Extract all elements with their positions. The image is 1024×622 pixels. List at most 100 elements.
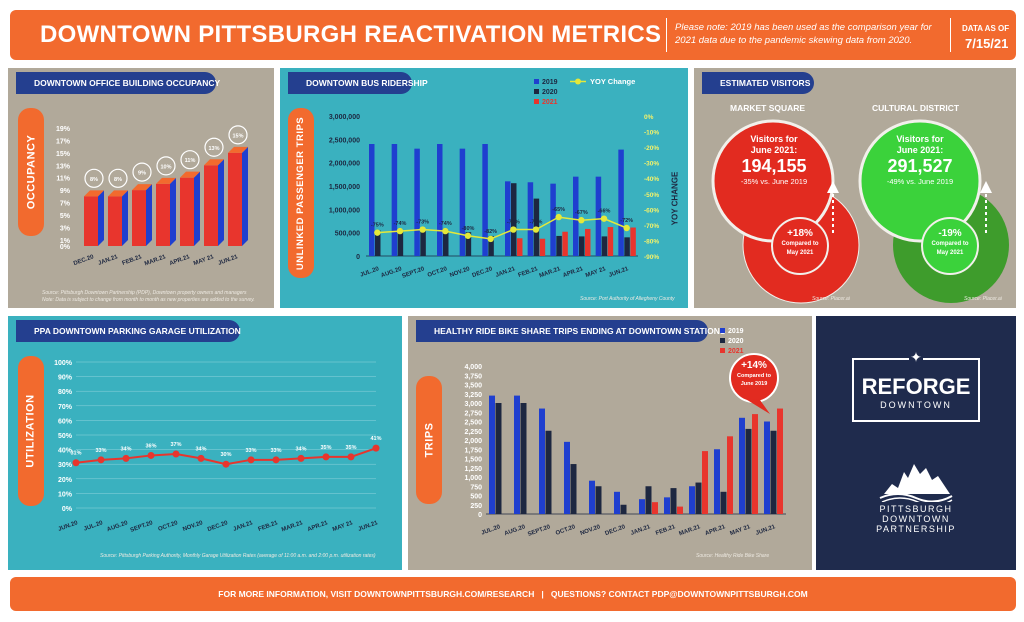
parking-point bbox=[272, 456, 280, 464]
bus-source: Source: Port Authority of Allegheny Coun… bbox=[580, 296, 675, 302]
bus-bar-2020 bbox=[624, 237, 630, 256]
bus-y2tick: -40% bbox=[644, 176, 659, 183]
bike-ytick: 500 bbox=[470, 494, 482, 501]
parking-xtick: MAR.21 bbox=[281, 520, 304, 533]
parking-data-label: 33% bbox=[95, 448, 106, 454]
office-bar-top bbox=[84, 190, 104, 197]
bus-bar-2019 bbox=[595, 176, 602, 256]
bike-bar-2019 bbox=[564, 441, 570, 514]
parking-xtick: MAY 21 bbox=[332, 520, 354, 533]
bus-bar-2020 bbox=[579, 236, 585, 256]
bike-ytick: 1,500 bbox=[464, 457, 482, 464]
office-bar-side bbox=[194, 171, 200, 246]
parking-utilization-title: PPA DOWNTOWN PARKING GARAGE UTILIZATION bbox=[16, 320, 241, 342]
bus-legend-yoy-label: YOY Change bbox=[590, 77, 635, 86]
bike-ytick: 250 bbox=[470, 503, 482, 510]
office-label-ring bbox=[156, 156, 176, 176]
bus-xtick: MAY 21 bbox=[585, 266, 607, 279]
bus-y2tick: -90% bbox=[644, 254, 659, 261]
bike-share-chart: 0 250 500 750 1,000 1,250 1,500 1,750 2,000 2,250… bbox=[464, 328, 786, 538]
bike-bar-2019 bbox=[689, 486, 695, 514]
bus-yoy-label: -73% bbox=[507, 220, 520, 226]
bus-bar-2020 bbox=[488, 235, 494, 256]
data-as-of-date: 7/15/21 bbox=[965, 36, 1009, 51]
bike-bar-2019 bbox=[614, 491, 620, 514]
bike-xtick: MAR.21 bbox=[678, 524, 701, 537]
bus-y2tick: 0% bbox=[644, 114, 654, 121]
office-data-label: 8% bbox=[114, 177, 122, 183]
market-square-change: +18% Compared to May 2021 bbox=[781, 228, 819, 256]
utilization-axis-label: UTILIZATION bbox=[18, 356, 44, 506]
bus-bar-2020 bbox=[465, 232, 472, 256]
bus-yoy-point bbox=[419, 226, 426, 233]
bike-xtick: MAY 21 bbox=[729, 524, 751, 537]
parking-point bbox=[347, 453, 355, 461]
bus-yoy-label: -82% bbox=[484, 229, 497, 235]
bike-bar-2019 bbox=[489, 395, 495, 514]
bus-xtick: DEC.20 bbox=[472, 266, 494, 279]
office-label-ring bbox=[204, 137, 224, 157]
bus-yoy-point bbox=[578, 217, 585, 224]
bike-xtick: NOV.20 bbox=[580, 524, 602, 537]
bus-xtick: AUG.20 bbox=[380, 266, 403, 279]
parking-source: Source: Pittsburgh Parking Authority, Mo… bbox=[100, 553, 376, 559]
office-bar bbox=[108, 196, 122, 246]
office-bar bbox=[180, 177, 194, 246]
bike-legend-swatch bbox=[720, 328, 725, 333]
office-occupancy-panel: DOWNTOWN OFFICE BUILDING OCCUPANCY OCCUP… bbox=[8, 68, 274, 308]
parking-ytick: 60% bbox=[58, 418, 73, 425]
office-xtick: MAY 21 bbox=[193, 254, 215, 267]
bike-bar-2020 bbox=[520, 403, 527, 514]
brand-panel: ✦ REFORGE DOWNTOWN PITTSBURGH DOWNTOWN P… bbox=[816, 316, 1016, 570]
office-data-label: 11% bbox=[185, 158, 196, 164]
market-square-source: Source: Placer.ai bbox=[812, 296, 850, 302]
office-xtick: JAN.21 bbox=[98, 254, 120, 267]
cultural-district-label: CULTURAL DISTRICT bbox=[872, 103, 960, 113]
office-ytick: 7% bbox=[60, 201, 71, 208]
office-ytick: 19% bbox=[56, 126, 71, 133]
bus-bar-2021 bbox=[539, 238, 546, 256]
parking-point bbox=[97, 456, 105, 464]
parking-data-label: 35% bbox=[345, 445, 356, 451]
bus-yoy-point bbox=[487, 235, 494, 243]
office-occupancy-chart: 0%1% 3% 5% 7% 9% 11% 13% 15% 17% 19% 8% DEC.20 8% JAN… bbox=[56, 125, 248, 267]
bus-legend-swatch bbox=[534, 89, 539, 94]
office-bar-side bbox=[146, 184, 152, 246]
estimated-visitors-title: ESTIMATED VISITORS bbox=[702, 72, 814, 94]
office-xtick: DEC.20 bbox=[73, 254, 95, 267]
bus-ytick: 3,000,000 bbox=[329, 114, 360, 121]
occupancy-axis-label: OCCUPANCY bbox=[18, 108, 44, 236]
bus-yoy-label: -67% bbox=[575, 210, 588, 216]
bus-ytick: 2,500,000 bbox=[329, 137, 360, 144]
bus-y2tick: -60% bbox=[644, 207, 659, 214]
bike-xtick: JAN.21 bbox=[630, 524, 652, 537]
office-ytick: 3% bbox=[60, 225, 71, 232]
bus-bar-2020 bbox=[443, 229, 449, 256]
comparison-note: Please note: 2019 has been used as the c… bbox=[675, 22, 932, 46]
bus-yoy-label: -74% bbox=[439, 221, 452, 227]
office-bar bbox=[204, 165, 218, 246]
parking-point bbox=[72, 459, 80, 467]
bike-bar-2021 bbox=[727, 436, 733, 514]
parking-utilization-panel: PPA DOWNTOWN PARKING GARAGE UTILIZATION … bbox=[8, 316, 402, 570]
bus-bar-2021 bbox=[630, 227, 636, 256]
bike-bar-2019 bbox=[764, 421, 770, 514]
parking-ytick: 10% bbox=[58, 491, 73, 498]
parking-point bbox=[222, 460, 230, 468]
bus-xtick: OCT.20 bbox=[427, 266, 449, 279]
parking-data-label: 34% bbox=[195, 446, 206, 452]
parking-point bbox=[147, 451, 155, 459]
bike-bar-2019 bbox=[514, 395, 520, 514]
bike-ytick: 2,250 bbox=[464, 429, 482, 436]
parking-point bbox=[322, 453, 330, 461]
bike-xtick: FEB.21 bbox=[655, 524, 677, 537]
parking-ytick: 90% bbox=[58, 375, 73, 382]
bike-bar-2020 bbox=[570, 464, 577, 514]
bike-xtick: AUG.20 bbox=[504, 524, 527, 537]
parking-data-label: 36% bbox=[145, 443, 156, 449]
bike-ytick: 1,250 bbox=[464, 466, 482, 473]
office-bar-side bbox=[218, 159, 224, 246]
reforge-logo: ✦ REFORGE DOWNTOWN bbox=[852, 348, 980, 422]
skyline-logo-icon bbox=[879, 464, 953, 502]
bus-bar-2020 bbox=[397, 230, 404, 256]
